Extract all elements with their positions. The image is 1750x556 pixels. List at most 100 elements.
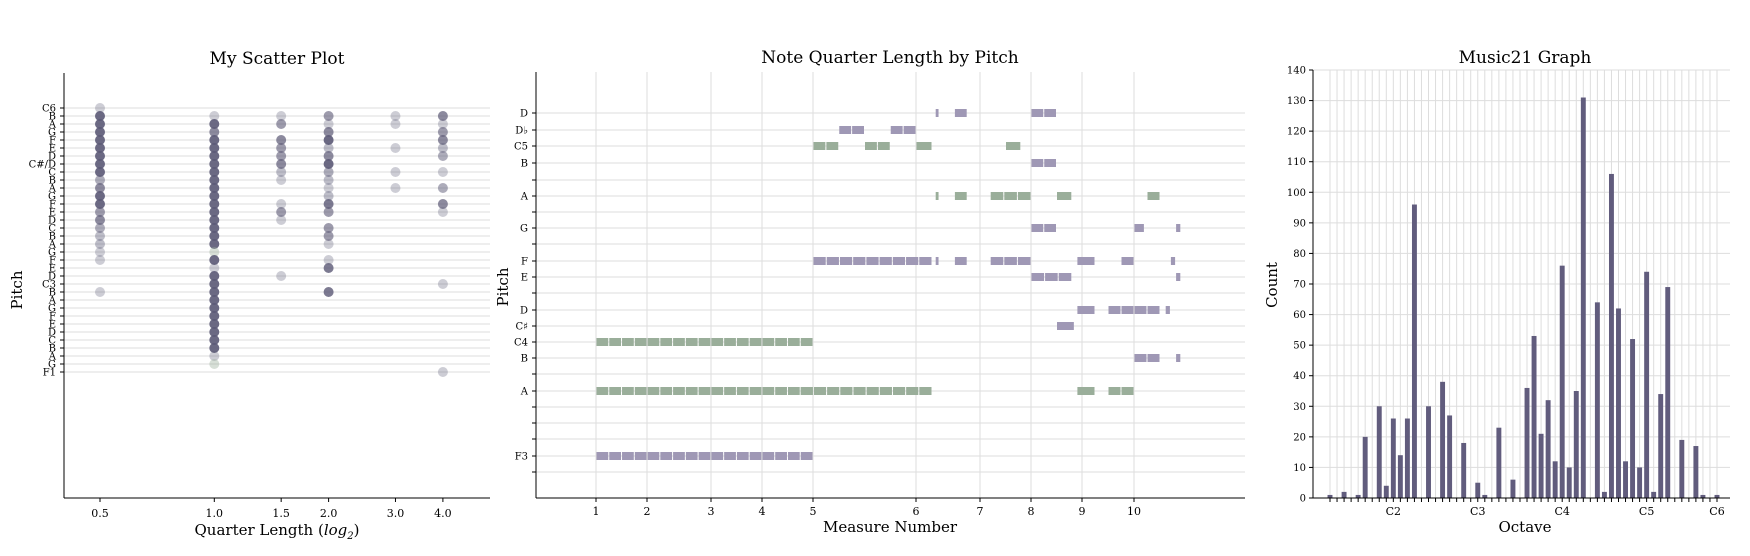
scatter-point [276,135,287,145]
scatter-point [209,127,220,137]
scatter-point [437,207,448,217]
scatter-point [437,119,448,129]
bar [1566,467,1572,498]
timeline-bar [1044,159,1056,167]
bar [1426,406,1431,498]
scatter-point [276,175,287,185]
bar [1524,387,1530,498]
timeline-bar [685,387,698,395]
scatter-x-ticks: 0.5 1.0 1.5 2.0 3.0 4.0 [91,498,452,520]
scatter-point [390,119,401,129]
bar-x-label: Octave [1498,518,1551,536]
scatter-point [95,167,105,177]
timeline-y-tick-label: A [520,387,529,398]
bar [1693,446,1699,498]
scatter-y-tick-label: D [48,216,56,227]
timeline-bar [1134,306,1147,314]
scatter-point [209,183,220,193]
timeline-bar [749,387,762,395]
scatter-point [437,135,448,145]
bar [1665,287,1671,498]
timeline-bar [1165,306,1170,314]
scatter-point [209,351,220,361]
timeline-bar [1031,109,1044,117]
scatter-x-label-sub: 2 [346,531,353,542]
scatter-y-tick-label: G [48,304,56,315]
bar [1630,339,1636,498]
timeline-bar [813,387,827,395]
bar [1341,491,1347,498]
scatter-y-tick-label: G [48,360,56,371]
timeline-bar [877,142,890,150]
bar [1700,494,1706,498]
timeline-y-tick-label: E [521,273,528,284]
scatter-point [437,167,448,177]
scatter-y-tick-label: C [48,336,56,347]
timeline-bar [711,338,724,346]
timeline-x-tick-label: 8 [1028,505,1035,518]
scatter-point [209,359,220,369]
bar [1376,406,1382,498]
timeline-bar [1006,142,1021,150]
timeline-bar [1004,257,1017,265]
timeline-bar [813,257,826,265]
bar-x-tick-label: C4 [1554,505,1569,518]
scatter-x-label-math: log [324,521,347,539]
timeline-bar [1176,224,1181,232]
scatter-x-tick-label: 4.0 [434,507,452,520]
bar [1658,394,1664,498]
timeline-bar [1058,273,1072,281]
timeline-bar [954,109,967,117]
timeline-bar [853,387,866,395]
scatter-point [323,135,334,145]
scatter-point [209,135,220,145]
scatter-point [95,247,105,257]
scatter-point [323,111,334,121]
scatter-point [323,151,334,161]
timeline-bar [660,338,673,346]
bar-x-tick-label: C6 [1709,505,1724,518]
bar-y-tick-label: 40 [1293,371,1306,382]
scatter-panel: 0.5 1.0 1.5 2.0 3.0 4.0 C6BAGFEDC#/DCBAGFEDCB… [8,49,490,542]
bar-y-tick-label: 20 [1293,432,1306,443]
scatter-y-tick-label: G [48,248,56,259]
timeline-y-ticks: D D♭ C5 B A G FE D C♯ C4 B A F3 [514,109,536,473]
scatter-y-tick-label: F [49,256,56,267]
timeline-bar [1121,387,1134,395]
bar [1594,302,1600,498]
bar [1510,479,1516,498]
timeline-bar [1121,306,1134,314]
scatter-point [437,127,448,137]
timeline-bar [596,387,609,395]
scatter-point [323,191,334,201]
bar-y-tick-label: 0 [1300,494,1306,505]
scatter-point [323,223,334,233]
timeline-bar [1044,109,1056,117]
scatter-point [323,263,334,273]
timeline-bar [673,387,685,395]
timeline-bar [1031,273,1045,281]
timeline-bar [892,387,906,395]
scatter-y-label: Pitch [8,270,26,309]
timeline-bar [1176,354,1181,362]
scatter-point [276,159,287,169]
scatter-point [209,271,220,281]
timeline-bar [1147,354,1160,362]
timeline-y-tick-label: C4 [514,338,528,349]
bar-y-tick-label: 90 [1293,218,1306,229]
scatter-x-tick-label: 1.0 [206,507,224,520]
timeline-bar [647,452,660,460]
timeline-bar [685,338,698,346]
timeline-bar [1121,257,1134,265]
timeline-bar [1077,257,1095,265]
scatter-y-tick-label: B [49,232,56,243]
scatter-point [323,119,334,129]
scatter-y-tick-label: F1 [43,368,56,379]
scatter-point [276,207,287,217]
bar [1573,391,1579,498]
scatter-point [323,143,334,153]
scatter-point [276,111,287,121]
scatter-point [95,143,105,153]
bar [1397,455,1403,498]
